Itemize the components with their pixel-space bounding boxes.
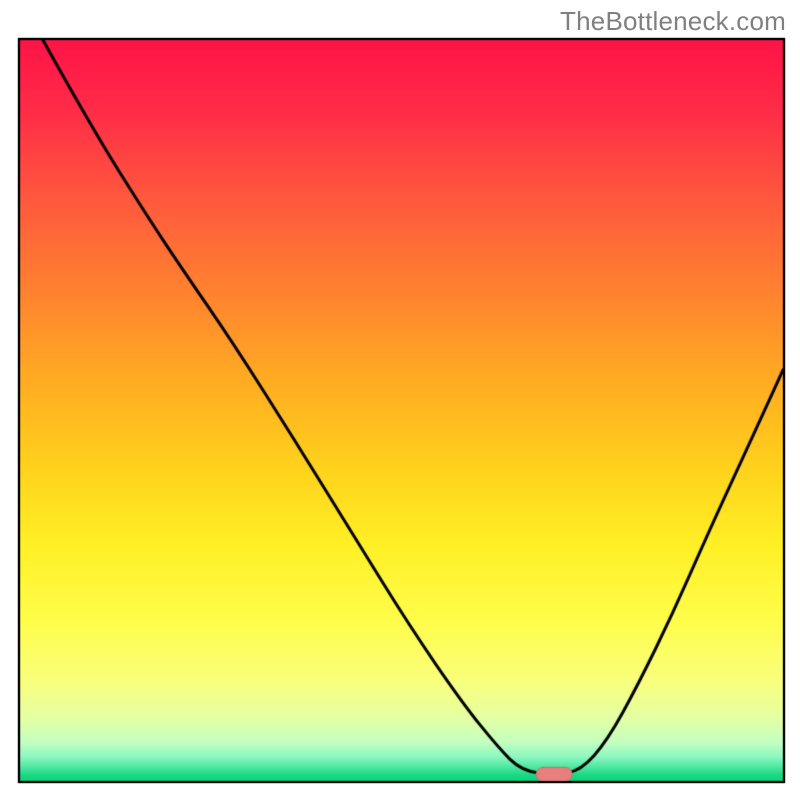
bottleneck-curve [0,0,800,800]
watermark-label: TheBottleneck.com [560,6,786,37]
chart-container: TheBottleneck.com [0,0,800,800]
